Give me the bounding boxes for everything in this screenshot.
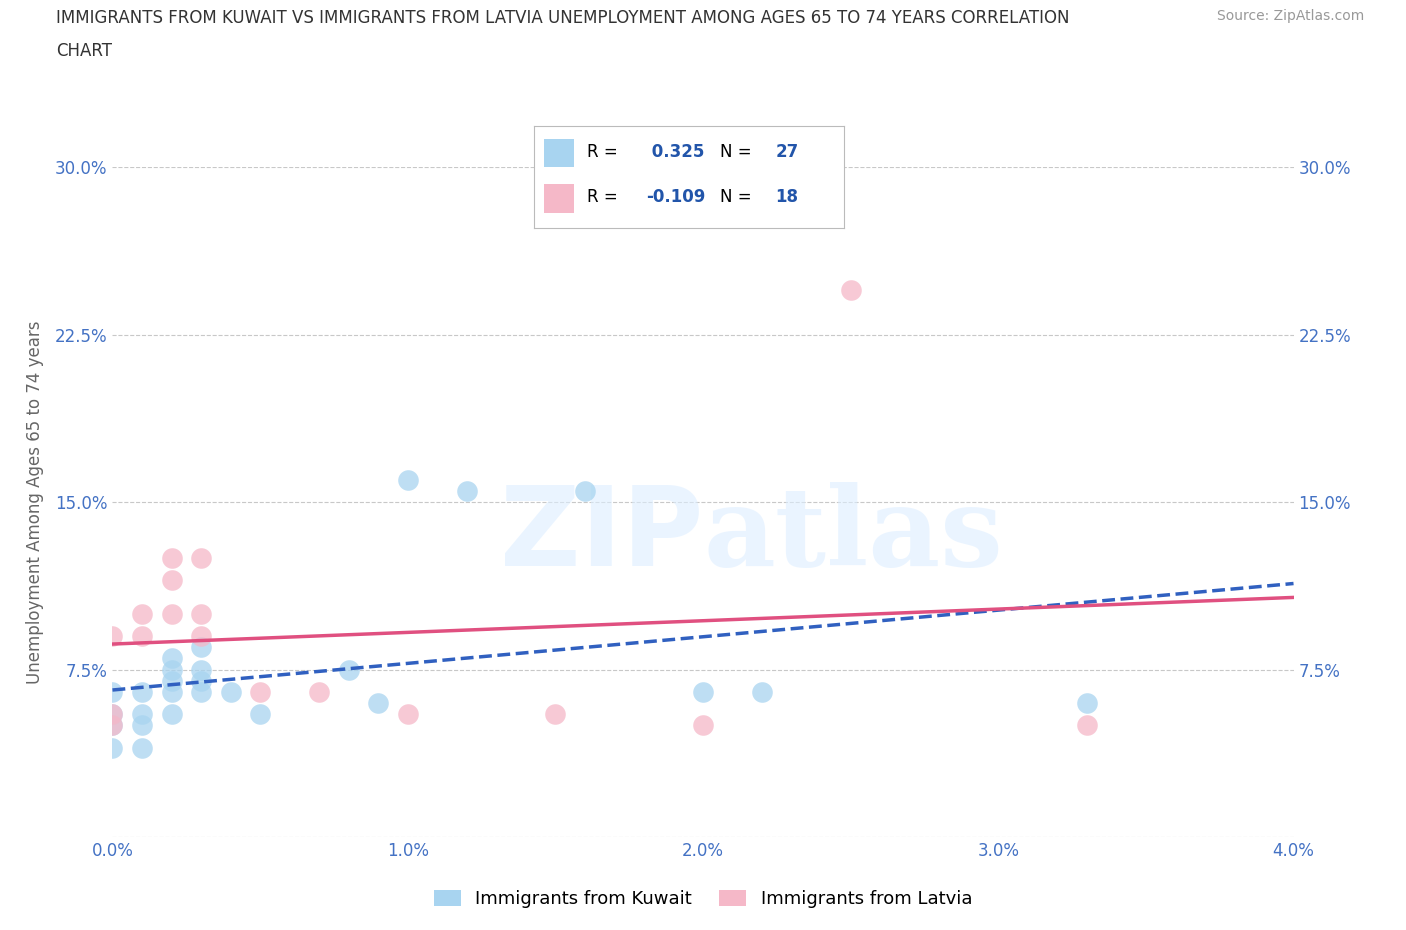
Point xyxy=(839,283,862,298)
Point xyxy=(160,551,183,565)
Text: 27: 27 xyxy=(776,143,799,161)
Point xyxy=(160,573,183,588)
Point xyxy=(160,606,183,621)
Point xyxy=(190,684,212,699)
Point xyxy=(574,484,596,498)
Bar xyxy=(544,139,575,167)
Point xyxy=(160,707,183,722)
Text: IMMIGRANTS FROM KUWAIT VS IMMIGRANTS FROM LATVIA UNEMPLOYMENT AMONG AGES 65 TO 7: IMMIGRANTS FROM KUWAIT VS IMMIGRANTS FRO… xyxy=(56,9,1070,27)
Point xyxy=(308,684,330,699)
Point xyxy=(456,484,478,498)
Point xyxy=(544,707,567,722)
Y-axis label: Unemployment Among Ages 65 to 74 years: Unemployment Among Ages 65 to 74 years xyxy=(25,321,44,684)
Point xyxy=(190,629,212,644)
Text: R =: R = xyxy=(586,143,623,161)
Point xyxy=(190,606,212,621)
Point xyxy=(249,684,271,699)
Point xyxy=(219,684,242,699)
Point xyxy=(692,684,714,699)
Point xyxy=(101,718,124,733)
Point xyxy=(131,718,153,733)
Text: N =: N = xyxy=(720,143,756,161)
Bar xyxy=(544,184,575,213)
Point xyxy=(160,651,183,666)
Text: R =: R = xyxy=(586,188,623,206)
Point xyxy=(337,662,360,677)
Point xyxy=(190,673,212,688)
Text: -0.109: -0.109 xyxy=(645,188,704,206)
Point xyxy=(160,662,183,677)
Point xyxy=(160,673,183,688)
Text: CHART: CHART xyxy=(56,42,112,60)
Text: 18: 18 xyxy=(776,188,799,206)
Text: N =: N = xyxy=(720,188,756,206)
Point xyxy=(101,684,124,699)
Point xyxy=(131,740,153,755)
Point xyxy=(101,629,124,644)
Point xyxy=(396,472,419,487)
Point xyxy=(131,629,153,644)
Legend: Immigrants from Kuwait, Immigrants from Latvia: Immigrants from Kuwait, Immigrants from … xyxy=(426,883,980,915)
Point xyxy=(367,696,389,711)
Point xyxy=(692,718,714,733)
Point xyxy=(1076,696,1098,711)
Point xyxy=(101,707,124,722)
Point xyxy=(101,740,124,755)
Point xyxy=(751,684,773,699)
Text: atlas: atlas xyxy=(703,482,1002,590)
Point xyxy=(249,707,271,722)
Point xyxy=(131,707,153,722)
Text: ZIP: ZIP xyxy=(499,482,703,590)
Point xyxy=(1076,718,1098,733)
Point xyxy=(190,551,212,565)
Text: Source: ZipAtlas.com: Source: ZipAtlas.com xyxy=(1216,9,1364,23)
Point xyxy=(396,707,419,722)
Point xyxy=(190,662,212,677)
Point xyxy=(131,606,153,621)
Point xyxy=(101,707,124,722)
Text: 0.325: 0.325 xyxy=(645,143,704,161)
Point xyxy=(101,718,124,733)
Point xyxy=(190,640,212,655)
Point xyxy=(131,684,153,699)
Point xyxy=(160,684,183,699)
